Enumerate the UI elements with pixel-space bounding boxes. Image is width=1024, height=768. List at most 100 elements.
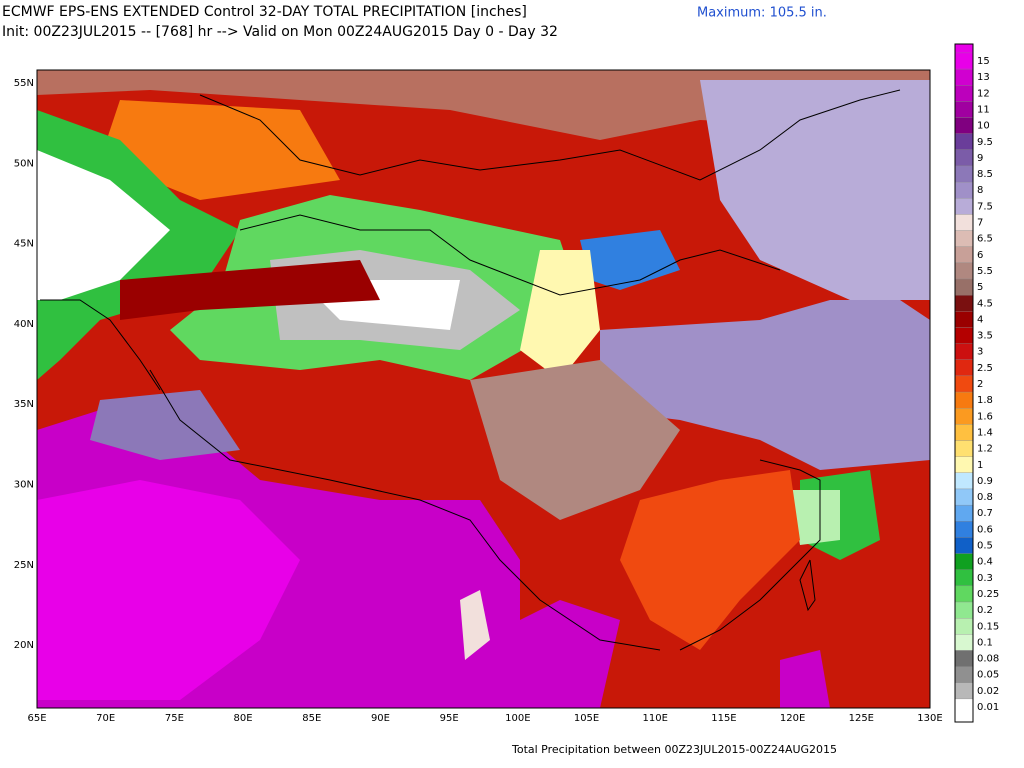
colorbar-label: 0.6 xyxy=(977,524,993,535)
colorbar-swatch xyxy=(954,650,974,667)
colorbar-label: 15 xyxy=(977,56,990,67)
lat-label: 25N xyxy=(14,560,34,571)
colorbar-label: 0.15 xyxy=(977,621,999,632)
colorbar-label: 8.5 xyxy=(977,169,993,180)
colorbar-label: 0.5 xyxy=(977,541,993,552)
colorbar-swatch xyxy=(954,52,974,70)
lon-label: 85E xyxy=(302,713,321,724)
colorbar-label: 0.7 xyxy=(977,508,993,519)
colorbar-swatch xyxy=(954,295,974,312)
colorbar-label: 0.9 xyxy=(977,476,993,487)
lon-label: 130E xyxy=(917,713,942,724)
colorbar-swatch xyxy=(954,601,974,619)
lon-label: 80E xyxy=(234,713,253,724)
lon-label: 100E xyxy=(505,713,530,724)
colorbar-swatch xyxy=(954,440,974,457)
colorbar-swatch xyxy=(954,198,974,215)
colorbar-label: 9 xyxy=(977,153,983,164)
colorbar-label: 6.5 xyxy=(977,234,993,245)
colorbar-label: 10 xyxy=(977,121,990,132)
colorbar-label: 11 xyxy=(977,104,990,115)
colorbar-swatch xyxy=(954,246,974,264)
colorbar-label: 2 xyxy=(977,379,983,390)
colorbar-label: 0.8 xyxy=(977,492,993,503)
lat-label: 20N xyxy=(14,640,34,651)
colorbar-swatch xyxy=(954,569,974,587)
colorbar-swatch xyxy=(954,504,974,522)
colorbar-swatch xyxy=(954,585,974,603)
lon-label: 105E xyxy=(574,713,599,724)
colorbar-label: 2.5 xyxy=(977,363,993,374)
colorbar-swatch xyxy=(954,359,974,377)
colorbar-label: 1.6 xyxy=(977,411,993,422)
colorbar-label: 1 xyxy=(977,460,983,471)
colorbar-swatch xyxy=(954,214,974,231)
colorbar-label: 3 xyxy=(977,347,983,358)
colorbar-swatch xyxy=(954,472,974,490)
colorbar-label: 0.02 xyxy=(977,686,999,697)
lat-label: 35N xyxy=(14,399,34,410)
colorbar-swatch xyxy=(954,101,974,118)
colorbar-swatch xyxy=(954,68,974,86)
colorbar-label: 0.1 xyxy=(977,637,993,648)
lon-label: 120E xyxy=(780,713,805,724)
colorbar-swatch xyxy=(954,375,974,393)
colorbar-label: 0.3 xyxy=(977,573,993,584)
title-line2: Init: 00Z23JUL2015 -- [768] hr --> Valid… xyxy=(2,24,558,40)
colorbar-swatch xyxy=(954,488,974,506)
colorbar-swatch xyxy=(954,553,974,570)
lat-label: 40N xyxy=(14,319,34,330)
colorbar-label: 0.2 xyxy=(977,605,993,616)
colorbar-swatch xyxy=(954,698,974,723)
lon-label: 75E xyxy=(165,713,184,724)
colorbar-swatch xyxy=(954,311,974,328)
lon-label: 65E xyxy=(27,713,46,724)
colorbar-label: 0.08 xyxy=(977,654,999,665)
colorbar-label: 1.2 xyxy=(977,444,993,455)
colorbar-swatch xyxy=(954,181,974,199)
colorbar-label: 7.5 xyxy=(977,201,993,212)
colorbar-swatch xyxy=(954,278,974,296)
colorbar-label: 1.8 xyxy=(977,395,993,406)
lon-label: 115E xyxy=(711,713,736,724)
colorbar-swatch xyxy=(954,85,974,102)
colorbar-swatch xyxy=(954,682,974,700)
footer: Total Precipitation between 00Z23JUL2015… xyxy=(511,743,837,756)
colorbar-swatch xyxy=(954,634,974,651)
colorbar-swatch xyxy=(954,149,974,167)
lat-label: 45N xyxy=(14,239,34,250)
colorbar-swatch xyxy=(954,408,974,425)
colorbar-label: 5.5 xyxy=(977,266,993,277)
colorbar-label: 1.4 xyxy=(977,427,993,438)
colorbar-swatch xyxy=(954,618,974,635)
colorbar-swatch xyxy=(954,391,974,409)
colorbar-swatch xyxy=(954,262,974,280)
lat-label: 30N xyxy=(14,480,34,491)
maximum: Maximum: 105.5 in. xyxy=(697,6,827,21)
lon-label: 125E xyxy=(849,713,874,724)
colorbar-label: 7 xyxy=(977,218,983,229)
colorbar-swatch xyxy=(954,165,974,183)
precip-field xyxy=(36,69,931,709)
colorbar-label: 13 xyxy=(977,72,990,83)
colorbar-swatch xyxy=(954,327,974,344)
lat-label: 55N xyxy=(14,78,34,89)
lon-label: 90E xyxy=(371,713,390,724)
colorbar-swatch xyxy=(954,456,974,473)
colorbar-swatch xyxy=(954,117,974,134)
colorbar-label: 8 xyxy=(977,185,983,196)
colorbar-swatch xyxy=(954,537,974,554)
colorbar-label: 4 xyxy=(977,314,983,325)
colorbar-swatch xyxy=(954,521,974,538)
lon-label: 70E xyxy=(96,713,115,724)
title-line1: ECMWF EPS-ENS EXTENDED Control 32-DAY TO… xyxy=(2,4,527,20)
colorbar-label: 6 xyxy=(977,250,983,261)
colorbar-swatch xyxy=(954,133,974,150)
colorbar-swatch xyxy=(954,230,974,247)
colorbar-label: 4.5 xyxy=(977,298,993,309)
colorbar-top xyxy=(955,44,973,54)
colorbar-label: 9.5 xyxy=(977,137,993,148)
colorbar-swatch xyxy=(954,666,974,683)
colorbar-label: 3.5 xyxy=(977,331,993,342)
